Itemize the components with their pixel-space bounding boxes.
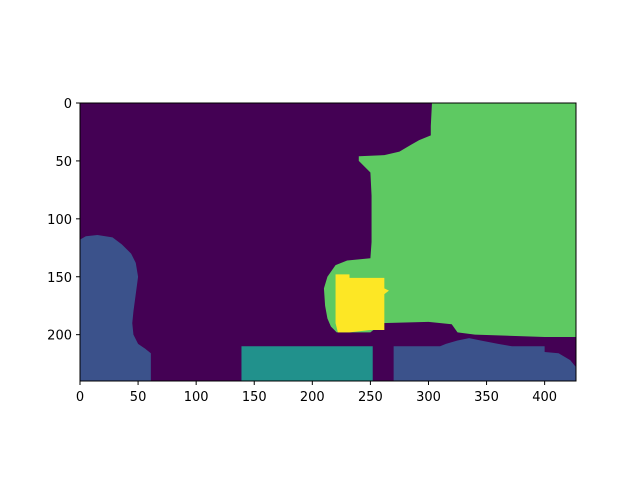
x-tick-label: 0 xyxy=(76,390,84,405)
x-tick-label: 200 xyxy=(300,390,325,405)
x-tick-label: 250 xyxy=(358,390,383,405)
region-class-4-2 xyxy=(335,274,389,333)
x-axis: 0 50 100 150 200 250 300 350 400 xyxy=(76,381,557,405)
y-axis: 0 50 100 150 200 xyxy=(47,97,80,344)
plot-frame xyxy=(79,102,577,382)
y-tick-label: 50 xyxy=(55,155,72,170)
x-tick-label: 50 xyxy=(130,390,147,405)
segmentation-image xyxy=(80,103,576,381)
region-class-2-4 xyxy=(241,346,373,381)
region-class-1-5 xyxy=(393,338,576,381)
x-tick-label: 300 xyxy=(416,390,441,405)
y-tick-label: 0 xyxy=(64,97,72,112)
y-tick-label: 200 xyxy=(47,329,72,344)
x-tick-label: 150 xyxy=(242,390,267,405)
region-class-1-3 xyxy=(80,235,151,381)
x-tick-label: 100 xyxy=(184,390,209,405)
x-tick-label: 400 xyxy=(532,390,557,405)
y-tick-label: 150 xyxy=(47,271,72,286)
region-class-3-1 xyxy=(323,103,576,337)
y-tick-label: 100 xyxy=(47,213,72,228)
x-tick-label: 350 xyxy=(474,390,499,405)
